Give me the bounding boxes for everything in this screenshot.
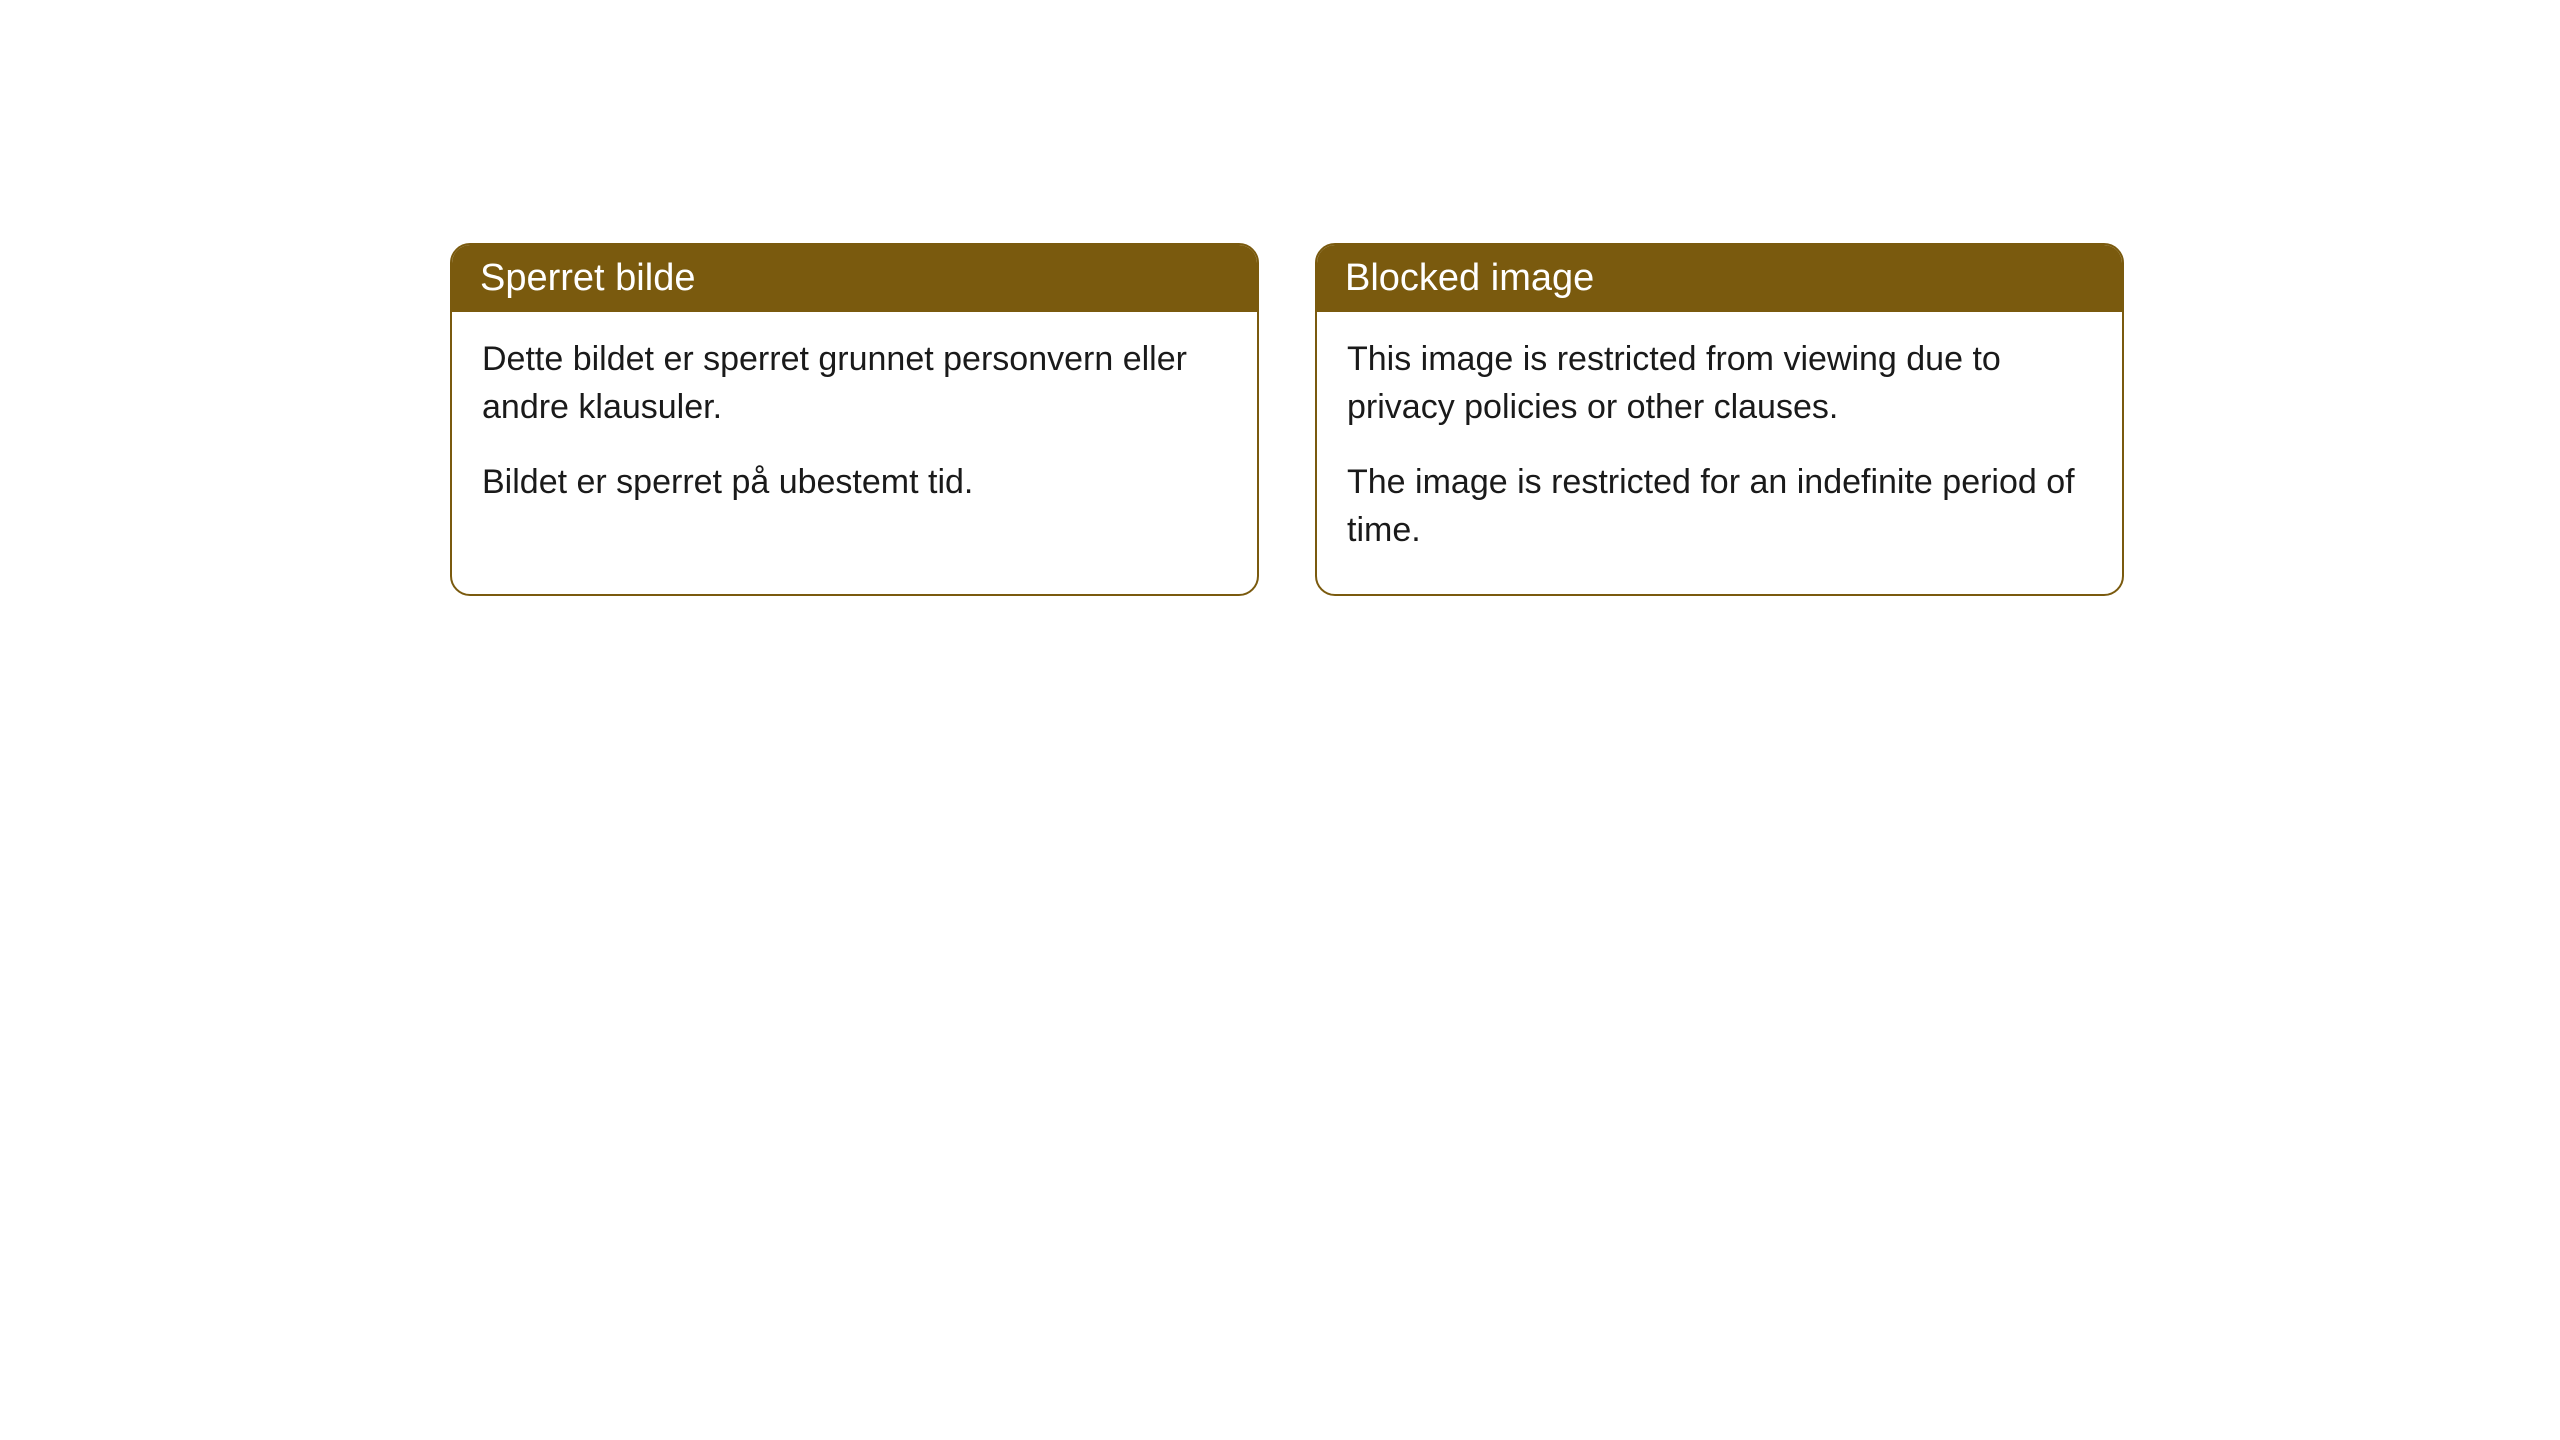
card-header: Blocked image (1317, 245, 2122, 312)
card-header: Sperret bilde (452, 245, 1257, 312)
card-paragraph: Dette bildet er sperret grunnet personve… (482, 336, 1227, 431)
blocked-image-card-norwegian: Sperret bilde Dette bildet er sperret gr… (450, 243, 1259, 596)
card-paragraph: Bildet er sperret på ubestemt tid. (482, 459, 1227, 507)
card-paragraph: This image is restricted from viewing du… (1347, 336, 2092, 431)
card-body: This image is restricted from viewing du… (1317, 312, 2122, 594)
cards-container: Sperret bilde Dette bildet er sperret gr… (450, 243, 2124, 596)
blocked-image-card-english: Blocked image This image is restricted f… (1315, 243, 2124, 596)
card-title: Blocked image (1345, 257, 1594, 299)
card-paragraph: The image is restricted for an indefinit… (1347, 459, 2092, 554)
card-title: Sperret bilde (480, 257, 695, 299)
card-body: Dette bildet er sperret grunnet personve… (452, 312, 1257, 547)
